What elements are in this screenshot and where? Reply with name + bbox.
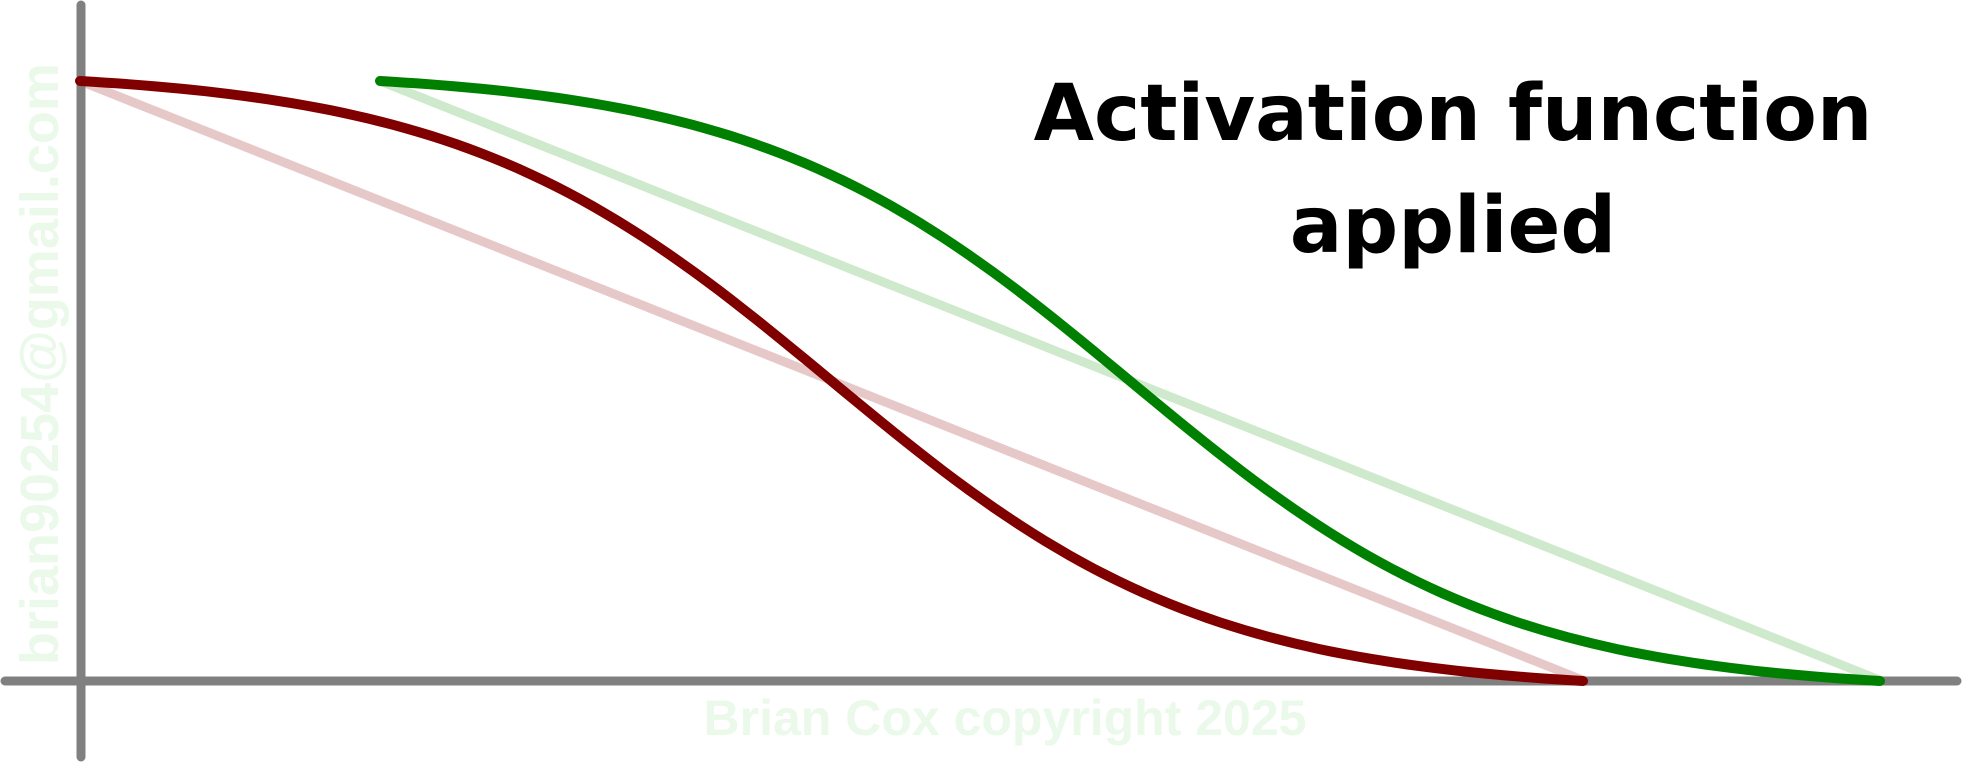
copyright-watermark: Brian Cox copyright 2025 bbox=[704, 690, 1307, 746]
title-line-2: applied bbox=[1290, 181, 1617, 271]
red-sigmoid-curve bbox=[75, 76, 1588, 686]
green-sigmoid-curve bbox=[375, 76, 1885, 686]
title-line-1: Activation function bbox=[1034, 69, 1873, 159]
email-watermark: brian90254@gmail.com bbox=[10, 63, 70, 665]
